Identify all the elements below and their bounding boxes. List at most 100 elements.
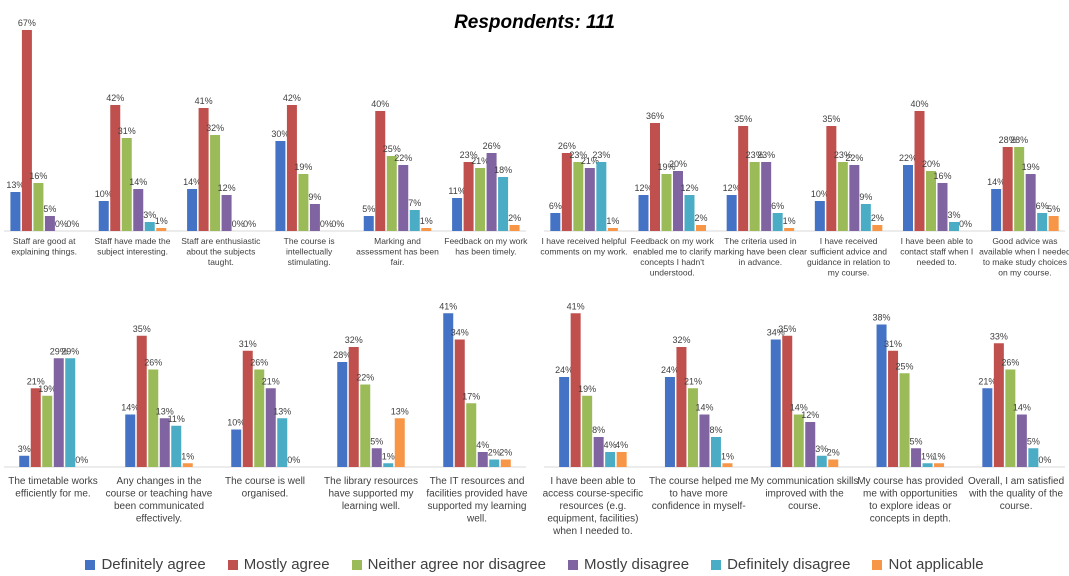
bar-bottom-left-2-4 (277, 418, 288, 467)
bar-top-right-0-2 (573, 162, 584, 231)
bar-top-left-4-2 (386, 156, 397, 231)
data-label-bottom-left-4-4: 2% (488, 448, 501, 458)
bar-top-right-3-0 (814, 201, 825, 231)
category-label-line: Good advice was (992, 236, 1057, 246)
data-label-top-right-0-2: 23% (569, 150, 587, 160)
data-label-bottom-left-0-2: 19% (38, 384, 56, 394)
category-label-line: My communication skills (751, 476, 859, 487)
category-label-line: taught. (208, 257, 234, 267)
data-label-bottom-right-2-2: 14% (790, 403, 808, 413)
bar-top-right-5-3 (1025, 174, 1036, 231)
data-label-top-left-2-2: 32% (206, 123, 224, 133)
data-label-bottom-right-2-5: 2% (827, 448, 840, 458)
bar-bottom-right-2-1 (782, 335, 793, 467)
data-label-top-right-5-0: 14% (987, 177, 1005, 187)
bar-top-right-0-4 (596, 162, 607, 231)
data-label-top-left-2-0: 14% (183, 177, 201, 187)
bar-bottom-right-2-4 (816, 455, 827, 467)
data-label-bottom-right-3-0: 38% (873, 313, 891, 323)
category-label-line: The IT resources and (430, 476, 525, 487)
data-label-top-right-4-5: 0% (959, 219, 972, 229)
category-label-bottom-left-0: The timetable works efficiently for me. (8, 476, 97, 500)
data-label-bottom-right-4-4: 5% (1027, 436, 1040, 446)
bar-top-right-3-3 (849, 165, 860, 231)
bar-bottom-right-0-2 (582, 395, 593, 467)
bar-top-left-2-1 (198, 108, 209, 231)
chart-title: Respondents: 111 (454, 12, 615, 33)
bar-bottom-left-3-0 (337, 362, 348, 467)
bar-top-right-3-4 (860, 204, 871, 231)
bar-bottom-left-4-1 (454, 339, 465, 467)
data-label-bottom-right-0-4: 4% (604, 440, 617, 450)
legend-swatch (351, 559, 362, 570)
bar-bottom-left-3-4 (383, 463, 394, 467)
data-label-bottom-left-2-4: 13% (273, 406, 291, 416)
bar-top-right-1-2 (661, 174, 672, 231)
bar-top-left-4-5 (421, 228, 432, 231)
bar-top-right-1-5 (696, 225, 706, 231)
data-label-bottom-left-3-3: 5% (370, 436, 383, 446)
bar-bottom-left-0-4 (65, 358, 76, 467)
data-label-top-right-2-3: 23% (757, 150, 775, 160)
data-label-bottom-right-4-2: 26% (1001, 358, 1019, 368)
legend-label: Mostly agree (243, 556, 330, 573)
data-label-top-left-0-3: 5% (43, 204, 56, 214)
data-label-bottom-right-4-3: 14% (1013, 403, 1031, 413)
category-label-line: fair. (391, 257, 405, 267)
category-label-bottom-left-4: The IT resources and facilities provided … (426, 476, 528, 525)
category-label-line: I have received helpful (542, 236, 627, 246)
category-label-line: learning well. (342, 501, 400, 512)
bar-top-right-3-5 (872, 225, 883, 231)
bar-bottom-left-0-0 (19, 455, 30, 467)
bar-top-left-5-3 (486, 153, 497, 231)
data-label-top-right-5-3: 19% (1022, 162, 1040, 172)
bar-bottom-left-4-5 (500, 459, 511, 467)
data-label-top-left-3-0: 30% (271, 129, 289, 139)
data-label-bottom-left-4-0: 41% (439, 301, 457, 311)
data-label-bottom-right-0-5: 4% (615, 440, 628, 450)
data-label-top-right-1-3: 20% (669, 159, 687, 169)
bar-top-left-0-2 (33, 183, 44, 231)
data-label-bottom-left-1-5: 1% (181, 451, 194, 461)
data-label-bottom-left-0-1: 21% (27, 376, 45, 386)
data-label-top-right-1-2: 19% (657, 162, 675, 172)
category-label-line: access course-specific (543, 489, 644, 500)
category-label-line: Overall, I am satisfied (968, 476, 1064, 487)
category-label-line: concepts I hadn't (640, 257, 705, 267)
bar-top-right-2-0 (726, 195, 737, 231)
bar-top-left-1-3 (133, 189, 144, 231)
category-label-line: enabled me to clarify (633, 247, 712, 257)
bar-top-right-5-4 (1037, 213, 1048, 231)
data-label-bottom-left-3-0: 28% (333, 350, 351, 360)
bar-bottom-left-3-2 (360, 384, 371, 467)
category-label-top-left-1: Staff have made the subject interesting. (95, 236, 171, 257)
bar-bottom-right-1-2 (687, 388, 698, 467)
data-label-top-right-4-3: 16% (933, 171, 951, 181)
bar-top-left-4-4 (409, 210, 420, 231)
data-label-top-left-2-5: 0% (243, 219, 256, 229)
data-label-top-right-0-0: 6% (549, 201, 562, 211)
bar-bottom-left-1-1 (136, 335, 147, 467)
data-label-bottom-right-2-3: 12% (801, 410, 819, 420)
bar-bottom-left-1-5 (182, 463, 193, 467)
data-label-top-left-0-4: 0% (55, 219, 68, 229)
category-label-line: have supported my (328, 489, 413, 500)
bar-bottom-right-4-1 (993, 343, 1004, 467)
data-label-top-left-2-1: 41% (195, 96, 213, 106)
category-label-line: effectively. (136, 514, 182, 525)
data-label-bottom-left-4-2: 17% (462, 391, 480, 401)
category-label-line: Staff are good at (13, 236, 76, 246)
data-label-top-right-2-1: 35% (734, 114, 752, 124)
bar-top-left-5-0 (452, 198, 463, 231)
category-label-line: on my course. (998, 268, 1051, 278)
data-label-bottom-right-1-5: 1% (721, 451, 734, 461)
bar-bottom-right-1-1 (676, 347, 687, 467)
category-label-line: sufficient advice and (810, 247, 887, 257)
data-label-top-left-1-2: 31% (118, 126, 136, 136)
data-label-top-left-3-1: 42% (283, 93, 301, 103)
bar-bottom-right-4-0 (982, 388, 993, 467)
bar-top-left-3-3 (309, 204, 320, 231)
category-label-top-right-2: The criteria used in marking have been cl… (714, 236, 807, 267)
data-label-top-left-4-5: 1% (420, 216, 433, 226)
category-label-line: needed to. (917, 257, 957, 267)
